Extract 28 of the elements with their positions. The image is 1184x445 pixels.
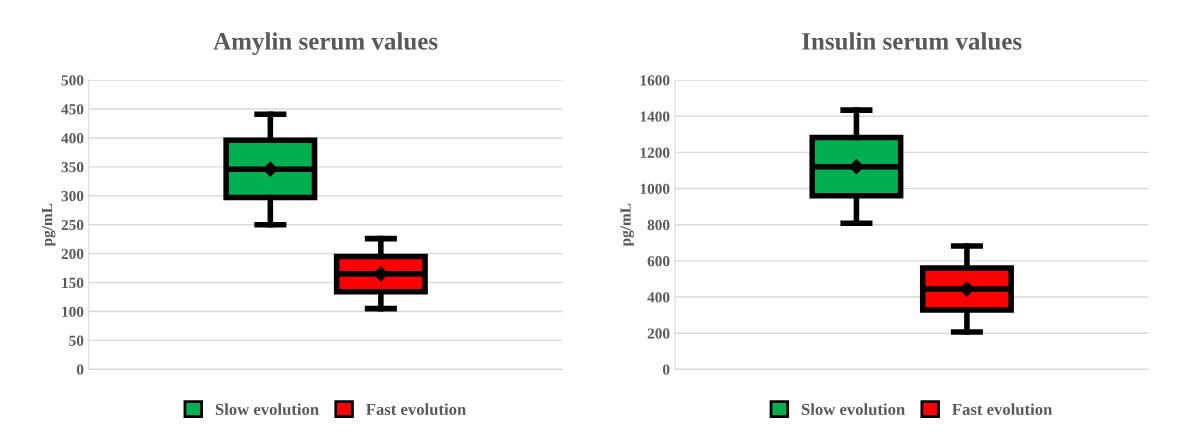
y-tick-label: 450 bbox=[61, 104, 84, 115]
y-tick-label: 300 bbox=[61, 190, 84, 202]
y-tick-label: 350 bbox=[61, 162, 84, 173]
y-tick-label: 600 bbox=[647, 256, 670, 267]
y-tick-label: 150 bbox=[62, 277, 84, 289]
y-tick-label: 200 bbox=[647, 328, 670, 339]
legend-label: Slow evolution bbox=[801, 403, 905, 416]
y-tick-label: 400 bbox=[647, 292, 670, 303]
y-tick-label: 0 bbox=[76, 364, 84, 375]
y-tick-label: 100 bbox=[62, 306, 84, 317]
y-tick-label: 250 bbox=[61, 219, 84, 231]
chart-title: Insulin serum values bbox=[802, 32, 1022, 50]
y-tick-label: 50 bbox=[69, 335, 84, 346]
legend-label: Fast evolution bbox=[366, 403, 467, 416]
y-tick-label: 400 bbox=[61, 133, 84, 144]
y-tick-label: 200 bbox=[61, 248, 84, 260]
y-tick-label: 1600 bbox=[640, 75, 670, 86]
y-axis-title: pg/mL bbox=[620, 203, 634, 247]
y-axis-title: pg/mL bbox=[42, 203, 56, 247]
y-tick-label: 1400 bbox=[640, 111, 670, 122]
legend-label: Slow evolution bbox=[215, 403, 319, 416]
legend-label: Fast evolution bbox=[952, 403, 1053, 416]
y-tick-label: 1200 bbox=[640, 147, 670, 158]
y-tick-label: 1000 bbox=[640, 183, 670, 195]
y-tick-label: 800 bbox=[647, 219, 670, 231]
chart-title: Amylin serum values bbox=[213, 32, 438, 55]
y-tick-label: 0 bbox=[662, 364, 670, 375]
y-tick-label: 500 bbox=[61, 75, 84, 86]
